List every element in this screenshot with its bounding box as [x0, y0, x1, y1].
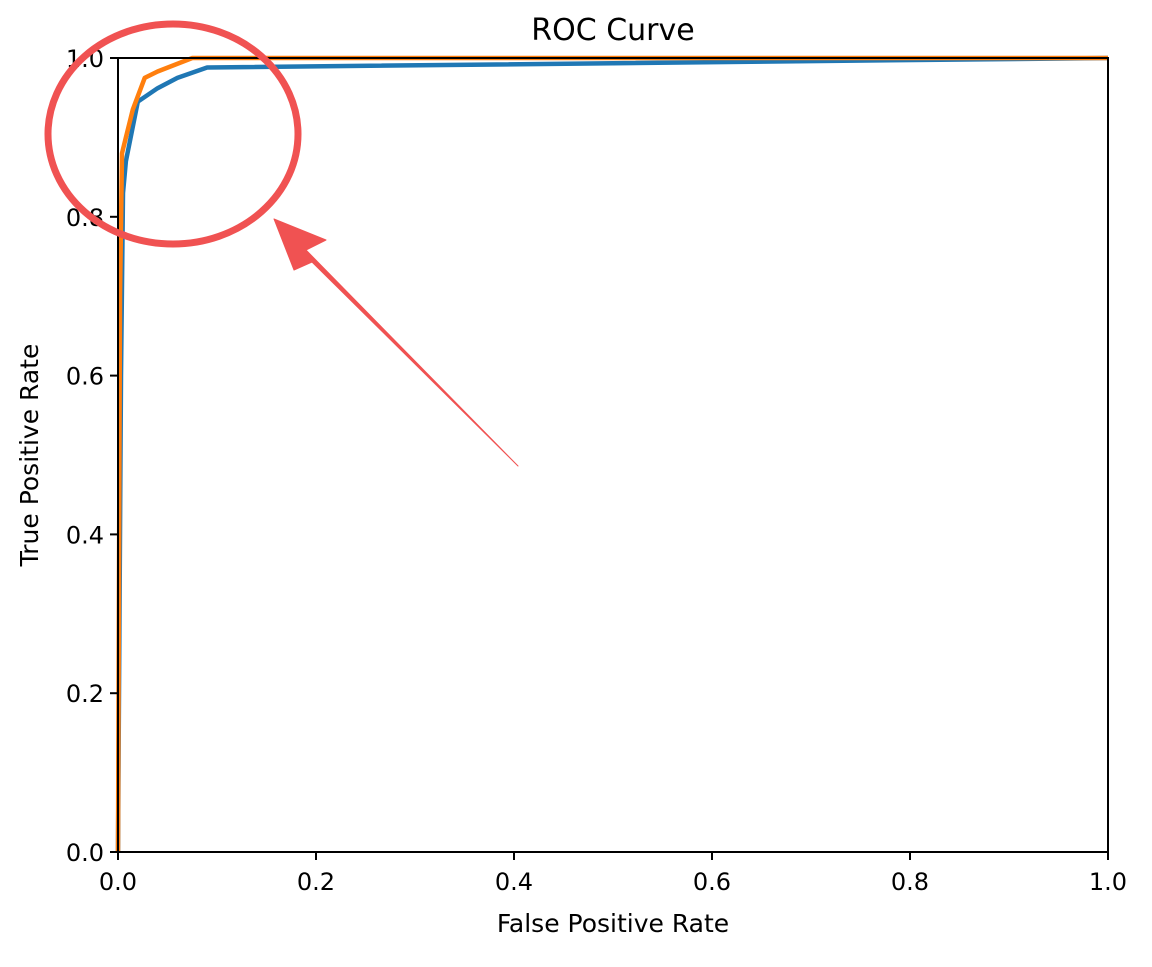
- x-tick-label: 0.8: [891, 868, 929, 896]
- y-tick-label: 0.0: [66, 839, 104, 867]
- y-tick-label: 0.2: [66, 680, 104, 708]
- x-tick-label: 0.0: [99, 868, 137, 896]
- x-tick-label: 0.2: [297, 868, 335, 896]
- x-axis-label: False Positive Rate: [497, 909, 729, 938]
- y-tick-label: 0.6: [66, 363, 104, 391]
- chart-title: ROC Curve: [531, 13, 694, 48]
- series-line-1: [118, 58, 1108, 852]
- y-tick-label: 0.4: [66, 521, 104, 549]
- x-tick-label: 0.4: [495, 868, 533, 896]
- plot-area: 0.0 0.2 0.4 0.6 0.8 1.00.00.20.40.60.81.0: [66, 45, 1127, 896]
- series-line-2: [118, 58, 1108, 852]
- pointer-arrow: [274, 219, 518, 466]
- x-tick-label: 1.0: [1089, 868, 1127, 896]
- x-tick-label: 0.6: [693, 868, 731, 896]
- axes-frame: [118, 58, 1108, 852]
- y-axis-label: True Positive Rate: [15, 344, 44, 568]
